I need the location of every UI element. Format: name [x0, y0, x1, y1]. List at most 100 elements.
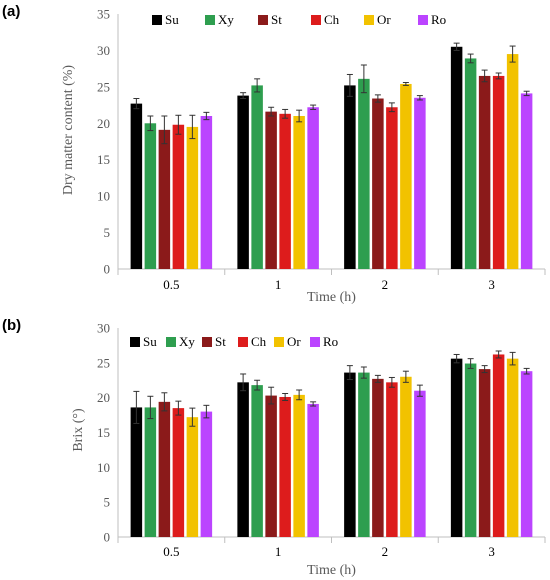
x-tick-label: 2	[382, 277, 389, 292]
bar-su-2	[344, 372, 356, 537]
bar-ro-3	[520, 93, 533, 270]
legend-swatch-ro	[418, 15, 428, 25]
bar-su-3	[450, 46, 463, 270]
legend-swatch-or	[364, 15, 374, 25]
x-tick-label: 3	[488, 544, 495, 559]
legend-swatch-ch	[238, 337, 248, 347]
legend-swatch-xy	[205, 15, 215, 25]
bar-xy-0.5	[144, 407, 157, 537]
bar-su-0.5	[130, 103, 143, 269]
bar-ro-2	[414, 97, 426, 270]
legend-label-st: St	[215, 334, 226, 349]
bar-ch-3	[492, 354, 505, 537]
legend-label-xy: Xy	[179, 334, 195, 349]
y-tick-label: 0	[104, 530, 111, 545]
bar-ro-1	[307, 107, 319, 269]
legend-label-ro: Ro	[431, 12, 446, 27]
legend-label-or: Or	[377, 12, 391, 27]
bar-st-1	[265, 111, 277, 269]
legend-swatch-su	[152, 15, 162, 25]
bar-su-1	[237, 382, 249, 537]
legend-label-ro: Ro	[323, 334, 338, 349]
bar-ch-3	[492, 75, 505, 269]
legend-swatch-xy	[166, 337, 176, 347]
legend-swatch-or	[274, 337, 284, 347]
bar-or-0.5	[186, 417, 199, 537]
legend-label-xy: Xy	[218, 12, 234, 27]
bar-st-1	[265, 395, 277, 537]
bar-or-3	[506, 358, 519, 537]
y-tick-label: 15	[97, 425, 110, 440]
x-tick-label: 2	[382, 544, 389, 559]
bar-st-3	[478, 75, 491, 269]
bar-ch-2	[386, 107, 398, 269]
x-tick-label: 1	[275, 277, 282, 292]
legend-label-su: Su	[165, 12, 179, 27]
x-tick-label: 1	[275, 544, 282, 559]
panel-label: (a)	[2, 3, 20, 20]
y-tick-label: 25	[97, 355, 110, 370]
bar-xy-1	[251, 85, 263, 270]
bar-su-2	[344, 85, 356, 270]
y-tick-label: 15	[97, 152, 110, 167]
bar-ch-2	[386, 382, 398, 537]
legend-swatch-st	[258, 15, 268, 25]
bar-st-0.5	[158, 401, 171, 537]
y-tick-label: 10	[97, 189, 110, 204]
y-tick-label: 20	[97, 116, 110, 131]
bar-st-3	[478, 369, 491, 537]
bar-xy-3	[464, 58, 477, 269]
panel-label: (b)	[2, 317, 21, 334]
bar-ro-0.5	[200, 411, 213, 537]
legend-swatch-ro	[310, 337, 320, 347]
x-axis-title: Time (h)	[307, 290, 356, 305]
y-axis-title: Dry matter content (%)	[61, 65, 76, 196]
bar-xy-2	[358, 78, 370, 269]
y-tick-label: 30	[97, 321, 110, 336]
legend-swatch-ch	[311, 15, 321, 25]
legend-label-su: Su	[143, 334, 157, 349]
bar-or-2	[400, 376, 412, 537]
bar-ch-1	[279, 396, 291, 537]
x-tick-label: 0.5	[163, 544, 179, 559]
bar-xy-0.5	[144, 123, 157, 270]
bar-ch-0.5	[172, 124, 185, 269]
bar-xy-2	[358, 372, 370, 537]
y-tick-label: 0	[104, 262, 111, 277]
bar-xy-3	[464, 363, 477, 537]
legend-label-ch: Ch	[251, 334, 267, 349]
bar-ch-0.5	[172, 408, 185, 537]
y-tick-label: 30	[97, 43, 110, 58]
y-tick-label: 20	[97, 390, 110, 405]
bar-su-0.5	[130, 407, 143, 537]
y-tick-label: 10	[97, 460, 110, 475]
bar-or-0.5	[186, 126, 199, 269]
bar-su-1	[237, 95, 249, 269]
bar-ch-1	[279, 113, 291, 269]
bar-ro-0.5	[200, 116, 213, 269]
y-axis-title: Brix (°)	[71, 408, 86, 452]
chart-panel-a: (a) 0 5 10 15 20 25 30 35 Dry matter content (%) 0…	[2, 3, 546, 305]
y-tick-label: 5	[104, 225, 111, 240]
x-tick-label: 0.5	[163, 277, 179, 292]
bar-xy-1	[251, 385, 263, 537]
bar-or-2	[400, 83, 412, 269]
legend-label-ch: Ch	[324, 12, 340, 27]
bar-ro-2	[414, 390, 426, 537]
bar-or-3	[506, 54, 519, 270]
bar-st-2	[372, 378, 384, 537]
legend-label-st: St	[271, 12, 282, 27]
y-tick-label: 35	[97, 7, 110, 22]
y-tick-label: 25	[97, 79, 110, 94]
bar-st-2	[372, 98, 384, 269]
bar-st-0.5	[158, 129, 171, 269]
y-tick-label: 5	[104, 495, 111, 510]
bar-or-1	[293, 394, 305, 537]
chart-panel-b: (b) 0 5 10 15 20 25 30 Brix (°) 0.5 1 2 3 Time (h) Su X…	[2, 317, 546, 578]
legend-swatch-st	[202, 337, 212, 347]
bar-ro-1	[307, 403, 319, 537]
legend-swatch-su	[130, 337, 140, 347]
bar-ro-3	[520, 371, 533, 537]
bar-or-1	[293, 116, 305, 269]
